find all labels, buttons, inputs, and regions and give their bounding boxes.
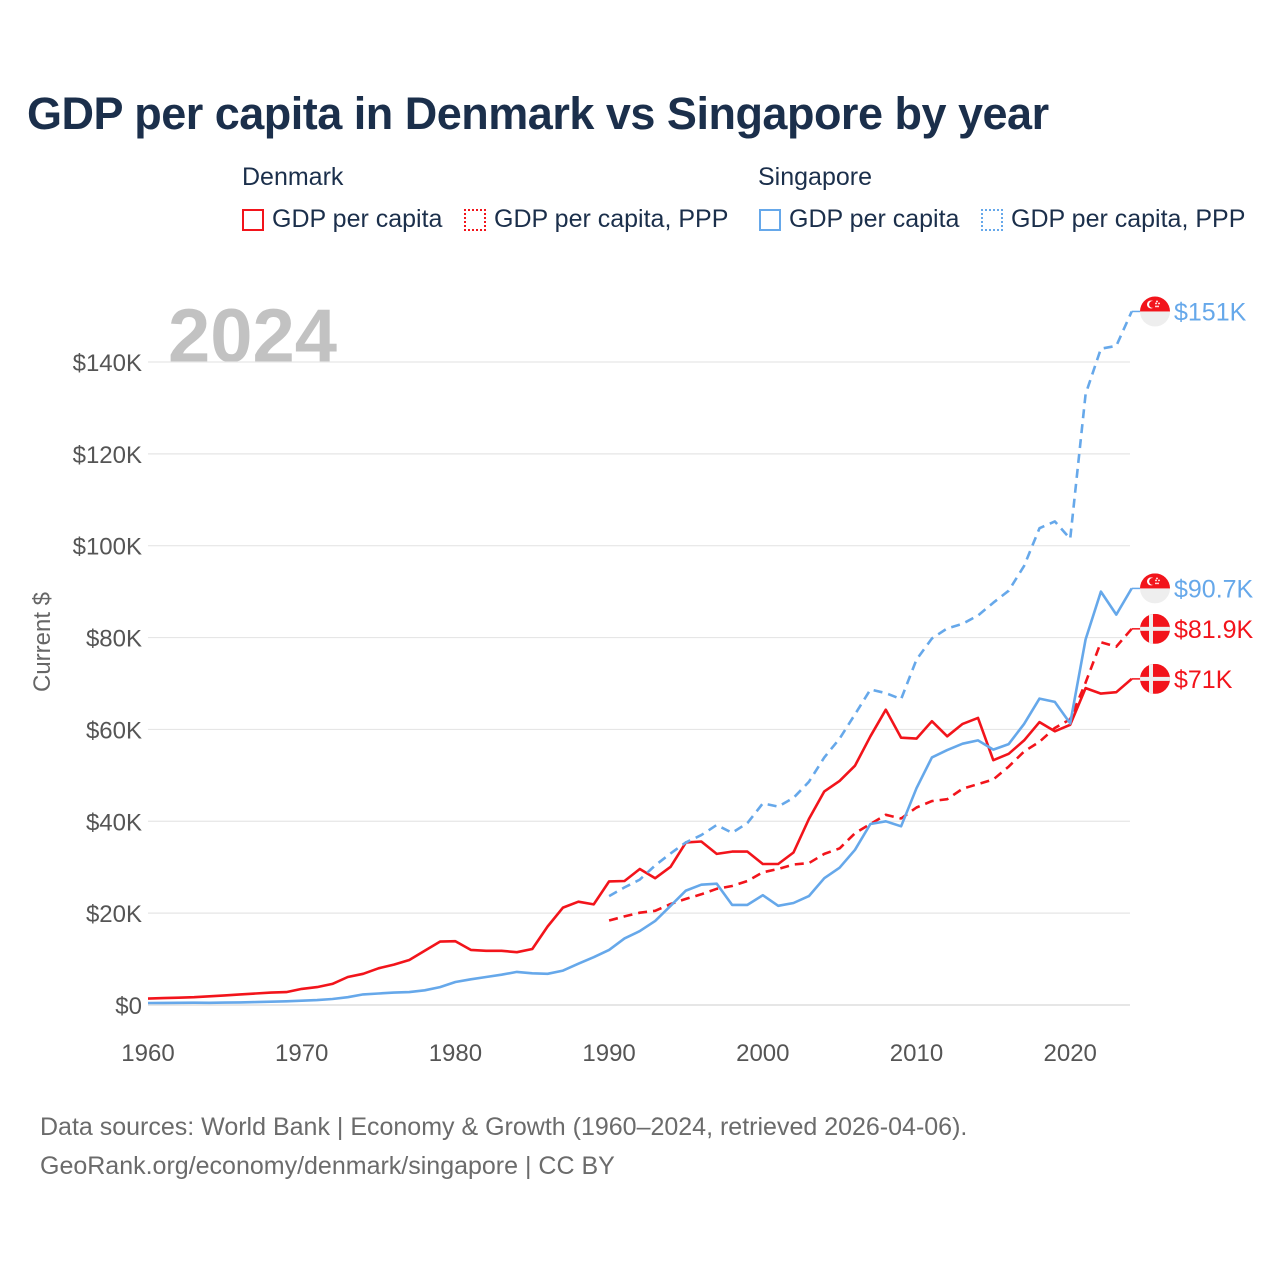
flag-crescent-cut [1149,301,1156,308]
legend-singapore-ppp[interactable]: GDP per capita, PPP [981,205,1245,234]
legend-label: GDP per capita, PPP [494,205,729,233]
y-tick-label: $120K [73,442,142,469]
x-tick-label: 2020 [1044,1040,1097,1067]
legend-swatch-solid [759,208,781,231]
end-value-label: $90.7K [1174,575,1254,603]
flag-crescent-cut [1149,578,1156,585]
series-line-singapore-gdp-per-capita [147,587,1133,1005]
y-tick-label: $100K [73,534,142,561]
y-tick-label: $140K [73,350,142,377]
line-chart: 2024 $0 $20K $40K $60K $80K $100K $120K $140K 196… [29,294,1254,1067]
flag-star [1157,582,1159,585]
flag-star [1156,577,1158,580]
flag-star [1157,305,1159,308]
flag-star [1155,302,1157,305]
singapore-flag-icon [1140,573,1170,604]
flag-cross-h [1140,626,1170,631]
y-tick-label: $40K [86,809,142,836]
legend-singapore-gdp[interactable]: GDP per capita [759,205,959,234]
legend-label: GDP per capita [272,205,443,233]
flag-star [1158,302,1160,305]
flag-star [1156,300,1158,303]
end-value-label: $71K [1174,666,1233,694]
flag-body [1140,613,1170,644]
end-value-label: $151K [1174,298,1247,326]
legend-group-singapore: Singapore [758,163,872,191]
flag-star [1155,305,1157,308]
flag-star [1158,579,1160,582]
flag-body [1140,663,1170,694]
y-tick-label: $60K [86,717,142,744]
flag-body [1140,573,1170,604]
end-value-label: $81.9K [1174,616,1254,644]
footer-sources: Data sources: World Bank | Economy & Gro… [40,1113,968,1141]
footer-link[interactable]: GeoRank.org/economy/denmark/singapore | … [40,1152,615,1180]
flag-cross-h [1140,676,1170,681]
y-tick-label: $20K [86,901,142,928]
legend-swatch-dotted [464,208,486,231]
x-tick-label: 1980 [429,1040,482,1067]
flag-body [1140,296,1170,327]
legend-denmark-gdp[interactable]: GDP per capita [242,205,442,234]
y-tick-label: $0 [115,993,142,1020]
singapore-flag-icon [1140,296,1170,327]
x-tick-label: 1960 [121,1040,174,1067]
y-tick-label: $80K [86,626,142,653]
denmark-flag-icon [1140,613,1170,644]
footer: Data sources: World Bank | Economy & Gro… [40,1108,967,1186]
series-line-singapore-gdp-per-capita-ppp [608,310,1133,898]
series-line-denmark-gdp-per-capita [147,677,1133,1000]
y-axis-label: Current $ [29,592,56,692]
x-tick-label: 2010 [890,1040,943,1067]
chart-title: GDP per capita in Denmark vs Singapore b… [27,88,1049,139]
legend-swatch-dotted [981,208,1003,231]
year-watermark: 2024 [168,294,337,379]
legend-group-denmark: Denmark [242,163,344,191]
legend-denmark-ppp[interactable]: GDP per capita, PPP [464,205,728,234]
x-tick-label: 1990 [582,1040,635,1067]
x-tick-label: 2000 [736,1040,789,1067]
legend-label: GDP per capita [789,205,960,233]
legend-label: GDP per capita, PPP [1011,205,1246,233]
legend-swatch-solid [242,208,264,231]
series-line-denmark-gdp-per-capita-ppp [608,627,1133,922]
denmark-flag-icon [1140,663,1170,694]
x-tick-label: 1970 [275,1040,328,1067]
flag-star [1155,579,1157,582]
flag-star [1155,582,1157,585]
